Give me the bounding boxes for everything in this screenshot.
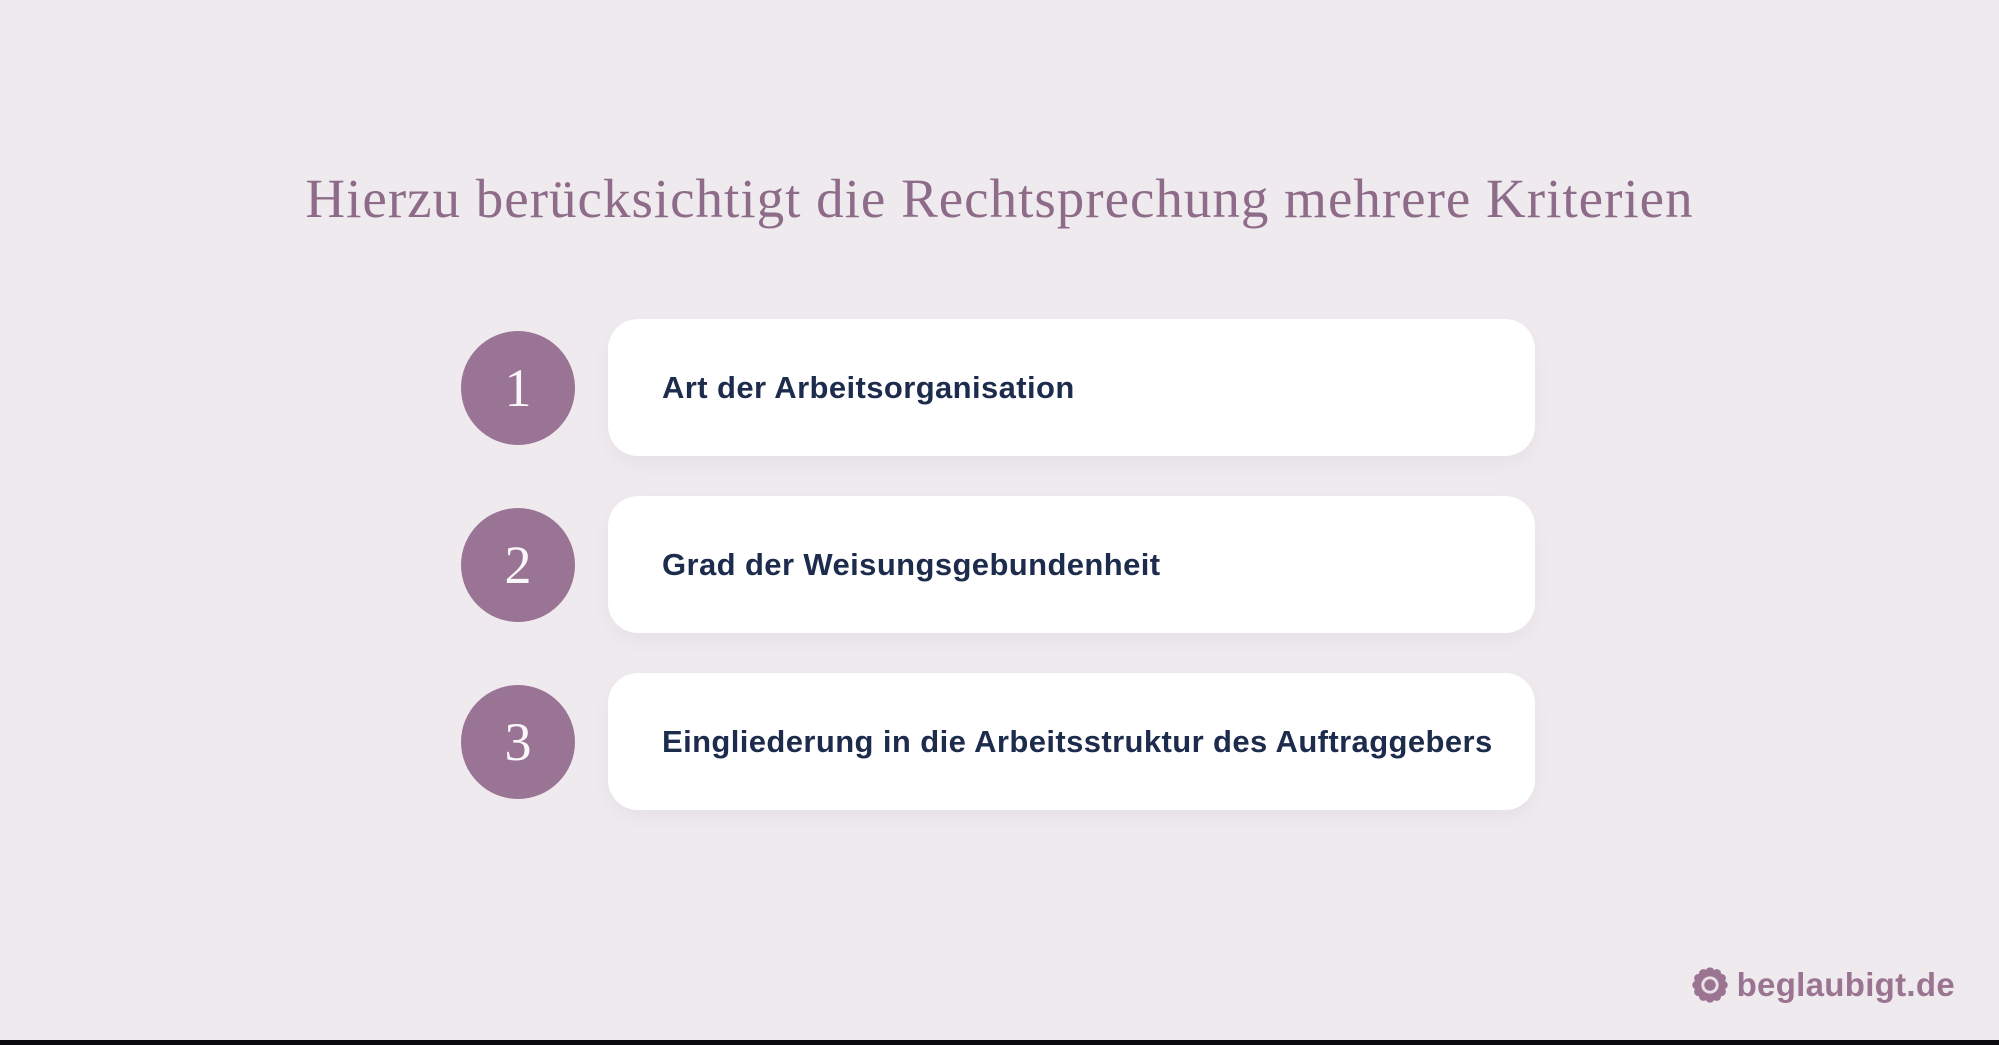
step-number: 3 (504, 711, 532, 772)
step-number-badge: 2 (461, 507, 575, 622)
brand-watermark: beglaubigt.de (1691, 966, 1955, 1004)
criteria-label: Eingliederung in die Arbeitsstruktur des… (662, 723, 1493, 759)
step-number: 2 (504, 534, 532, 595)
criteria-label: Grad der Weisungsgebundenheit (662, 546, 1161, 582)
criteria-list: 1 Art der Arbeitsorganisation 2 Grad der… (461, 319, 1535, 850)
step-number-badge: 3 (461, 684, 575, 799)
list-item: 3 Eingliederung in die Arbeitsstruktur d… (461, 673, 1535, 810)
bottom-edge-bar (0, 1040, 1999, 1045)
brand-name: beglaubigt.de (1736, 966, 1955, 1003)
criteria-card: Eingliederung in die Arbeitsstruktur des… (608, 673, 1535, 810)
step-number-badge: 1 (461, 330, 575, 445)
step-number: 1 (504, 357, 532, 418)
page-title: Hierzu berücksichtigt die Rechtsprechung… (305, 167, 1694, 229)
criteria-card: Art der Arbeitsorganisation (608, 319, 1535, 456)
criteria-label: Art der Arbeitsorganisation (662, 369, 1075, 405)
list-item: 2 Grad der Weisungsgebundenheit (461, 496, 1535, 633)
seal-icon (1691, 967, 1728, 1003)
criteria-card: Grad der Weisungsgebundenheit (608, 496, 1535, 633)
list-item: 1 Art der Arbeitsorganisation (461, 319, 1535, 456)
